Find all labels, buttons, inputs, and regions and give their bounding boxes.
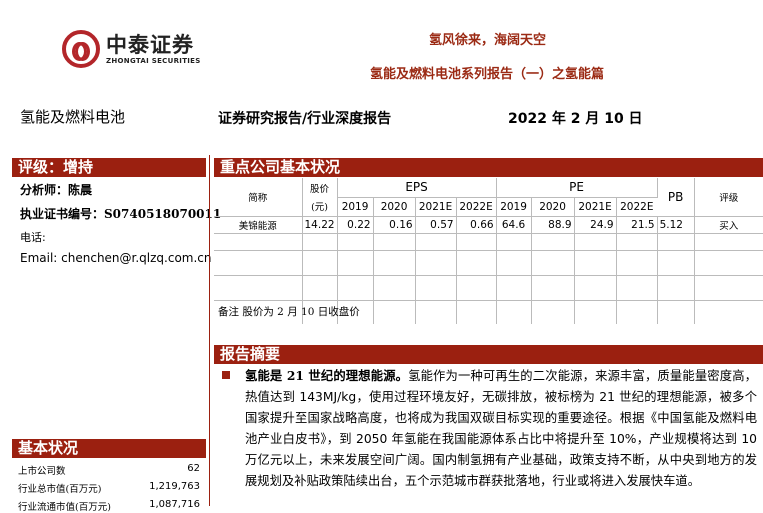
table-note: 备注 股价为 2 月 10 日收盘价 <box>218 306 360 318</box>
industry-name: 氢能及燃料电池 <box>20 108 126 126</box>
header-eps: EPS <box>337 178 497 198</box>
empty-row <box>214 300 763 324</box>
summary-bar: 报告摘要 <box>214 345 763 364</box>
pe: 88.9 <box>531 216 575 234</box>
eps: 0.57 <box>415 216 457 234</box>
phone: 电话: <box>20 231 46 244</box>
header-price-unit: (元) <box>302 197 338 217</box>
eps: 0.66 <box>456 216 497 234</box>
empty-row <box>214 233 763 251</box>
license-number: 执业证书编号：S0740518070011 <box>20 207 222 221</box>
pb: 5.12 <box>657 216 695 234</box>
eps: 0.22 <box>337 216 374 234</box>
year: 2019 <box>337 197 374 217</box>
year: 2022E <box>456 197 497 217</box>
empty-row <box>214 250 763 276</box>
report-date: 2022 年 2 月 10 日 <box>508 111 643 127</box>
company-table-bar: 重点公司基本状况 <box>214 158 763 177</box>
stat-label: 行业流通市值(百万元) <box>18 502 111 513</box>
company-name: 美锦能源 <box>214 216 303 234</box>
email-link[interactable]: Email: chenchen@r.qlzq.com.cn <box>20 251 212 265</box>
summary-paragraph: 氢能是 21 世纪的理想能源。氢能作为一种可再生的二次能源，来源丰富，质量能量密… <box>245 365 757 492</box>
stat-row: 行业总市值(百万元) 1,219,763 <box>18 481 200 495</box>
header-pe: PE <box>496 178 658 198</box>
analyst: 分析师：陈晨 <box>20 183 93 197</box>
zhongtai-logo: 中泰证券 ZHONGTAI SECURITIES <box>62 30 201 68</box>
stat-value: 62 <box>187 463 200 474</box>
logo-en: ZHONGTAI SECURITIES <box>106 57 201 65</box>
header-rating: 评级 <box>694 178 763 217</box>
rating: 买入 <box>694 216 763 234</box>
pe: 64.6 <box>496 216 532 234</box>
report-title: 氢风徐来，海阔天空 <box>429 33 547 48</box>
header-price: 股价 <box>302 178 338 197</box>
header-name: 简称 <box>214 178 303 217</box>
header-pb: PB <box>657 178 695 217</box>
stat-label: 行业总市值(百万元) <box>18 484 102 495</box>
price: 14.22 <box>302 216 338 234</box>
table-row: 美锦能源 14.22 0.22 0.16 0.57 0.66 64.6 88.9 24.9 2… <box>214 216 763 234</box>
company-table: 简称 股价 EPS PE PB 评级 (元) 2019 2020 2021E 2022E 201… <box>214 178 763 324</box>
year: 2020 <box>373 197 416 217</box>
eps: 0.16 <box>373 216 416 234</box>
year: 2022E <box>616 197 658 217</box>
year: 2021E <box>574 197 617 217</box>
stat-label: 上市公司数 <box>18 466 66 477</box>
rating-bar: 评级：增持 <box>12 158 206 177</box>
summary-lead: 氢能是 21 世纪的理想能源。 <box>245 368 409 383</box>
bullet-square-icon <box>222 371 230 379</box>
summary-body: 氢能作为一种可再生的二次能源，来源丰富，质量能量密度高，热值达到 143MJ/k… <box>245 369 757 488</box>
year: 2019 <box>496 197 532 217</box>
empty-row <box>214 275 763 301</box>
stat-row: 行业流通市值(百万元) 1,087,716 <box>18 499 200 513</box>
stat-value: 1,219,763 <box>149 481 200 492</box>
basic-status-bar: 基本状况 <box>12 439 206 458</box>
pe: 21.5 <box>616 216 658 234</box>
report-type: 证券研究报告/行业深度报告 <box>218 111 392 127</box>
year: 2020 <box>531 197 575 217</box>
logo-cn: 中泰证券 <box>106 33 194 57</box>
stat-value: 1,087,716 <box>149 499 200 510</box>
report-subtitle: 氢能及燃料电池系列报告（一）之氢能篇 <box>370 67 605 82</box>
logo-mark-icon <box>62 30 100 68</box>
stat-row: 上市公司数 62 <box>18 463 200 477</box>
year: 2021E <box>415 197 457 217</box>
pe: 24.9 <box>574 216 617 234</box>
column-divider <box>209 155 210 506</box>
